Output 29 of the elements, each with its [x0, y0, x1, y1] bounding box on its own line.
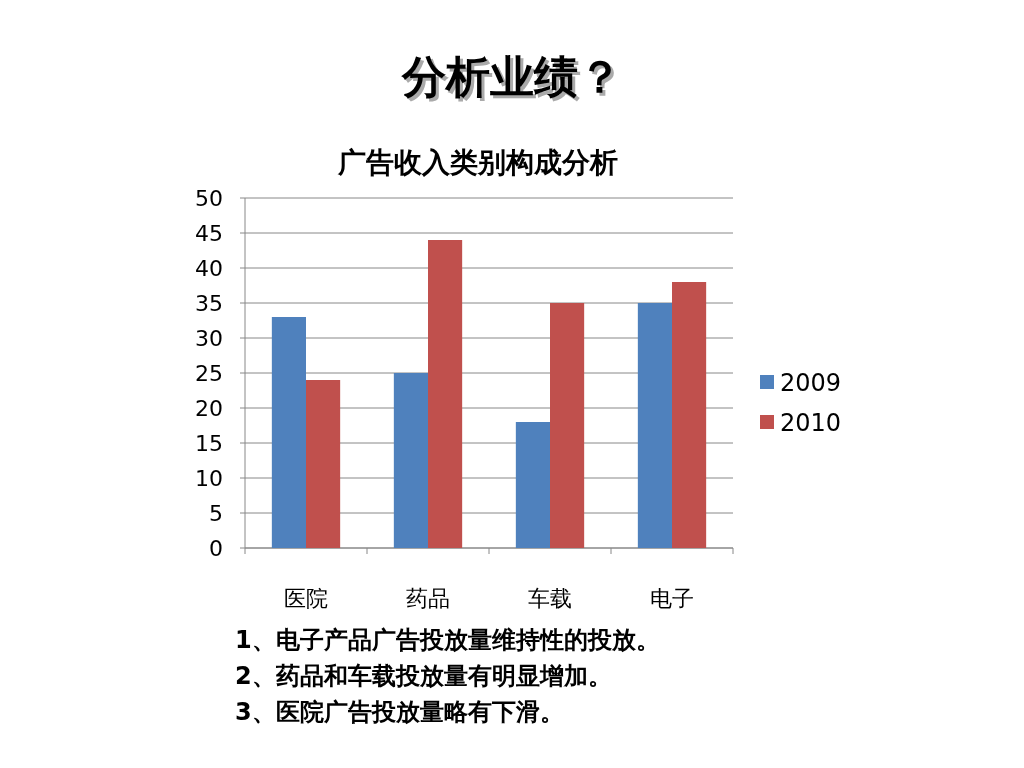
text: 2、药品和车载投放量有明显增加。: [235, 662, 612, 690]
x-tick-label: 医院: [284, 586, 328, 611]
legend-label: 2009: [780, 369, 842, 397]
bar: [306, 380, 341, 548]
bar: [550, 303, 585, 548]
y-tick-label: 5: [209, 501, 223, 526]
y-tick-label: 35: [195, 291, 223, 316]
x-tick-label: 药品: [406, 586, 450, 611]
legend-label: 2010: [780, 409, 842, 437]
bar: [271, 317, 306, 548]
y-tick-label: 0: [209, 536, 223, 561]
bar: [637, 303, 672, 548]
y-tick-label: 25: [195, 361, 223, 386]
text: 3、医院广告投放量略有下滑。: [235, 698, 564, 726]
x-tick-label: 电子: [650, 586, 694, 611]
bar: [428, 240, 463, 548]
bar: [672, 282, 707, 548]
y-tick-label: 50: [195, 186, 223, 211]
y-tick-label: 45: [195, 221, 223, 246]
bar: [393, 373, 428, 548]
x-tick-label: 车载: [528, 586, 572, 611]
bar: [515, 422, 550, 548]
y-tick-label: 15: [195, 431, 223, 456]
chart-subtitle: 广告收入类别构成分析: [337, 146, 618, 179]
y-tick-label: 30: [195, 326, 223, 351]
y-tick-label: 10: [195, 466, 223, 491]
y-tick-label: 40: [195, 256, 223, 281]
y-tick-label: 20: [195, 396, 223, 421]
text: 1、电子产品广告投放量维持性的投放。: [235, 626, 660, 654]
